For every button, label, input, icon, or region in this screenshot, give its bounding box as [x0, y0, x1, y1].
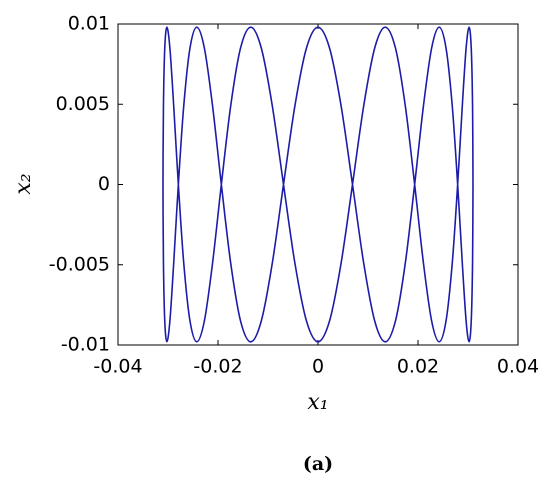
y-tick-label: -0.01: [61, 334, 110, 356]
x-axis-label: x₁: [307, 390, 328, 415]
y-axis-label: x₂: [11, 173, 36, 194]
x-tick-label: -0.04: [93, 356, 142, 378]
y-tick-label: 0.005: [56, 93, 110, 115]
plot-frame: [117, 23, 519, 346]
x-tick-label: 0.04: [497, 356, 539, 378]
x-tick-label: 0: [312, 356, 324, 378]
x-tick-label: 0.02: [397, 356, 439, 378]
y-tick-label: -0.005: [49, 253, 110, 275]
y-tick-label: 0: [98, 173, 110, 195]
series-line: [162, 26, 474, 343]
caption: (a): [303, 453, 333, 475]
y-tick-label: 0.01: [68, 13, 110, 35]
x-tick-label: -0.02: [193, 356, 242, 378]
